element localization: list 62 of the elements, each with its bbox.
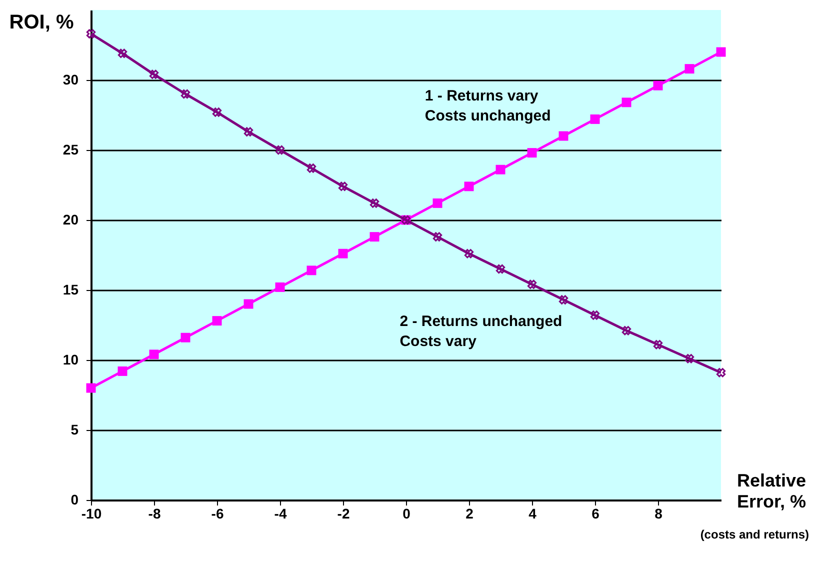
y-tick-label: 0 bbox=[70, 492, 79, 508]
point bbox=[370, 232, 380, 242]
text: (costs and returns) bbox=[700, 527, 809, 542]
y-tick-label: 15 bbox=[62, 282, 79, 298]
x-tick-label: 0 bbox=[402, 506, 411, 522]
y-tick-label: 20 bbox=[62, 212, 79, 228]
x-tick-label: 6 bbox=[592, 506, 600, 522]
y-tick-label: 5 bbox=[70, 422, 79, 438]
point bbox=[244, 299, 254, 309]
point bbox=[653, 340, 663, 350]
y-tick-label: 10 bbox=[62, 352, 79, 368]
annotation: 1 - Returns vary Costs unchanged bbox=[424, 87, 551, 124]
point bbox=[432, 232, 442, 242]
point bbox=[180, 89, 190, 99]
point bbox=[622, 326, 632, 336]
x-tick-label: -4 bbox=[274, 506, 287, 522]
point bbox=[622, 98, 632, 108]
point bbox=[590, 114, 600, 124]
x-tick-label: -2 bbox=[337, 506, 350, 522]
x-tick-label: -8 bbox=[148, 506, 161, 522]
point bbox=[653, 80, 663, 90]
x-tick-label: -10 bbox=[81, 506, 102, 522]
point bbox=[527, 280, 537, 289]
point bbox=[716, 47, 726, 57]
point bbox=[590, 310, 600, 320]
point bbox=[86, 29, 96, 38]
point bbox=[370, 198, 380, 208]
point bbox=[432, 198, 442, 208]
point bbox=[338, 248, 348, 258]
point bbox=[212, 316, 222, 326]
point bbox=[86, 383, 96, 393]
point bbox=[118, 48, 128, 58]
x-axis-title: Relative Error, % bbox=[736, 470, 806, 512]
y-tick-label: 25 bbox=[62, 142, 79, 158]
point bbox=[684, 64, 694, 74]
x-tick-label: -6 bbox=[211, 506, 224, 522]
y-tick-label: 30 bbox=[62, 72, 79, 88]
point bbox=[149, 70, 159, 79]
y-axis-title: ROI, % bbox=[9, 12, 74, 34]
point bbox=[118, 366, 128, 376]
x-tick-label: 8 bbox=[654, 506, 663, 522]
point bbox=[716, 368, 726, 378]
point bbox=[464, 182, 474, 192]
point bbox=[275, 282, 285, 292]
point bbox=[180, 332, 190, 342]
point bbox=[149, 350, 159, 360]
annotation: 2 - Returns unchanged Costs vary bbox=[400, 312, 562, 350]
x-tick-label: 2 bbox=[466, 506, 474, 522]
point bbox=[306, 164, 316, 173]
x-tick-label: 4 bbox=[528, 506, 537, 522]
point bbox=[684, 354, 694, 364]
point bbox=[496, 164, 506, 174]
point bbox=[306, 266, 316, 276]
point bbox=[558, 131, 568, 141]
point bbox=[464, 249, 474, 258]
point bbox=[558, 295, 568, 304]
point bbox=[275, 145, 285, 155]
point bbox=[496, 264, 506, 274]
point bbox=[212, 108, 222, 117]
point bbox=[244, 127, 254, 136]
point bbox=[338, 182, 348, 191]
point bbox=[527, 148, 537, 158]
